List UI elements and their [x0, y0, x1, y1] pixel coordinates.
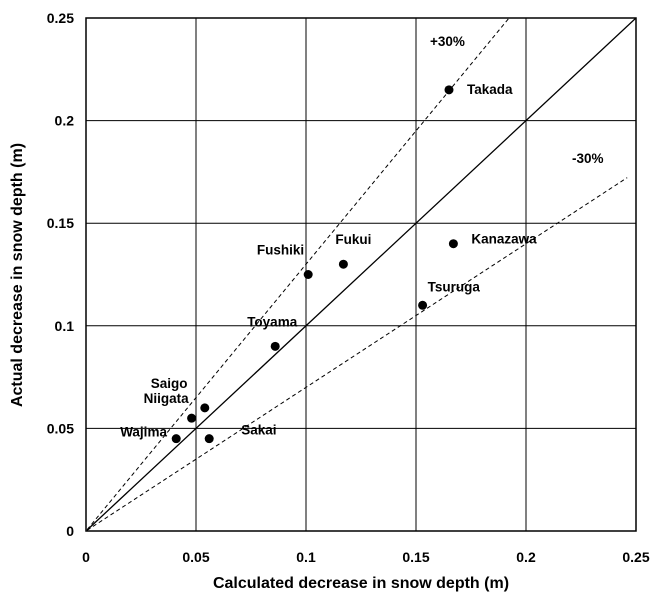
tick-labels: 0 0.05 0.1 0.15 0.2 0.25 0 0.05 0.1 0.15 0.2 0.25 — [47, 10, 650, 565]
x-tick-label: 0.2 — [516, 549, 536, 565]
data-point-niigata — [187, 413, 197, 423]
data-points — [171, 85, 458, 444]
point-label-wajima: Wajima — [120, 425, 167, 440]
grid-lines — [86, 18, 636, 531]
point-label-kanazawa: Kanazawa — [471, 232, 537, 247]
y-tick-label: 0.25 — [47, 10, 74, 26]
y-tick-label: 0.05 — [47, 420, 74, 436]
y-tick-label: 0.2 — [55, 113, 75, 129]
data-point-toyama — [270, 341, 280, 351]
minus-30-percent-label: -30% — [572, 151, 604, 166]
x-tick-label: 0.05 — [182, 549, 209, 565]
y-tick-label: 0.15 — [47, 215, 74, 231]
minus-30-percent-line — [86, 177, 628, 531]
reference-lines — [86, 17, 637, 531]
x-tick-label: 0.1 — [296, 549, 316, 565]
data-point-sakai — [204, 434, 214, 444]
point-labels: +30% -30% Takada Kanazawa Fukui Fushiki Tsurug… — [120, 34, 603, 440]
x-axis-title: Calculated decrease in snow depth (m) — [213, 575, 509, 592]
x-tick-label: 0.15 — [402, 549, 429, 565]
x-tick-label: 0 — [82, 549, 90, 565]
point-label-toyama: Toyama — [247, 314, 298, 329]
x-tick-label: 0.25 — [622, 549, 649, 565]
data-point-takada — [444, 85, 454, 95]
data-point-tsuruga — [418, 300, 428, 310]
y-tick-label: 0.1 — [55, 318, 75, 334]
plus-30-percent-line — [86, 17, 510, 530]
point-label-saigo: Saigo — [151, 376, 188, 391]
plot-frame — [85, 17, 637, 532]
one-to-one-line — [86, 17, 637, 531]
data-point-wajima — [171, 434, 181, 444]
point-label-fukui: Fukui — [335, 232, 371, 247]
y-tick-label: 0 — [66, 523, 74, 539]
plus-30-percent-label: +30% — [430, 34, 465, 49]
point-label-sakai: Sakai — [241, 423, 276, 438]
point-label-tsuruga: Tsuruga — [428, 279, 481, 294]
point-label-niigata: Niigata — [144, 391, 190, 406]
data-point-fushiki — [303, 270, 313, 279]
point-label-fushiki: Fushiki — [257, 243, 304, 258]
y-axis-title: Actual decrease in snow depth (m) — [9, 143, 26, 407]
data-point-saigo — [200, 403, 210, 413]
data-point-fukui — [338, 259, 348, 269]
point-label-takada: Takada — [467, 82, 513, 97]
data-point-kanazawa — [448, 239, 458, 249]
